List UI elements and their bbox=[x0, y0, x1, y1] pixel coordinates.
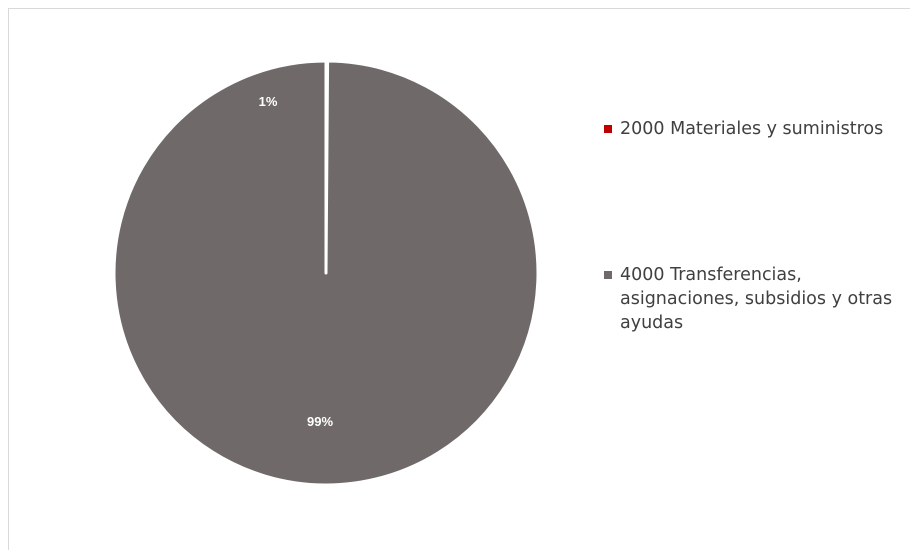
chart-area: 1% 99% 2000 Materiales y suministros 4000… bbox=[8, 8, 910, 550]
legend-label-transferencias: 4000 Transferencias, asignaciones, subsi… bbox=[620, 265, 893, 333]
legend-item-materiales: 2000 Materiales y suministros bbox=[602, 117, 910, 141]
legend: 2000 Materiales y suministros 4000 Trans… bbox=[602, 117, 910, 335]
pie-slice-transferencias bbox=[112, 59, 540, 487]
legend-swatch-materiales bbox=[604, 125, 612, 133]
legend-label-materiales: 2000 Materiales y suministros bbox=[620, 119, 884, 139]
pie-slices bbox=[112, 59, 540, 487]
legend-item-transferencias: 4000 Transferencias, asignaciones, subsi… bbox=[602, 263, 910, 335]
data-label-transferencias: 99% bbox=[307, 414, 333, 429]
legend-swatch-transferencias bbox=[604, 271, 612, 279]
pie-data-labels: 1% 99% bbox=[259, 94, 334, 429]
data-label-materiales: 1% bbox=[259, 94, 278, 109]
pie-chart: 1% 99% bbox=[112, 59, 540, 487]
